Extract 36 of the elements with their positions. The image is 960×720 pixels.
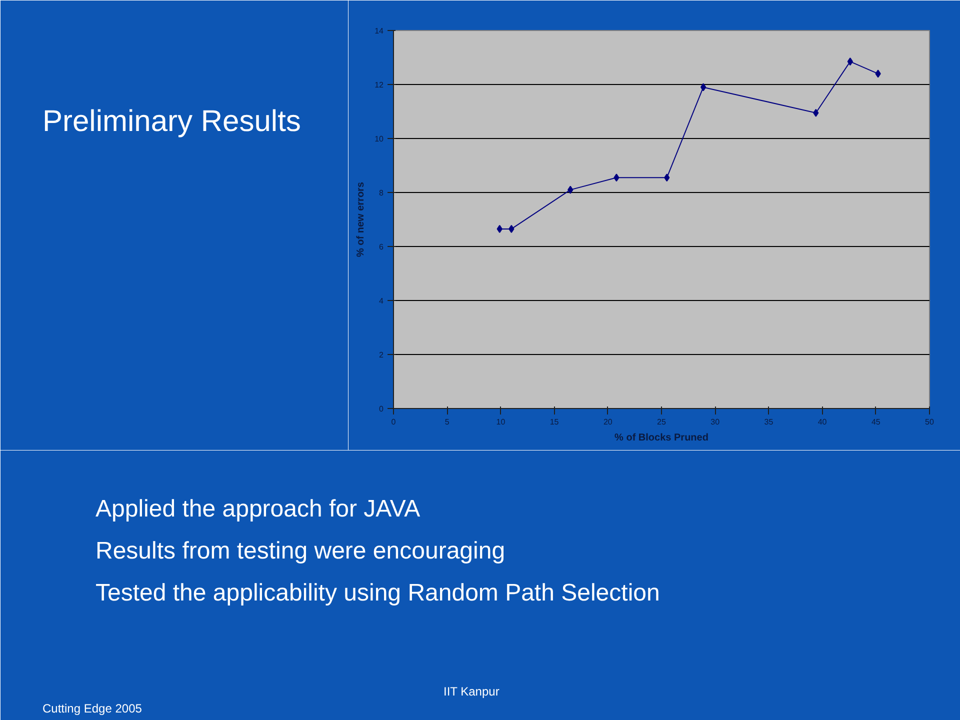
x-tick-label: 10	[496, 418, 506, 426]
x-tick-label: 40	[818, 418, 828, 426]
y-tick-label: 8	[379, 188, 384, 198]
x-tick-label: 20	[603, 418, 613, 426]
point	[664, 174, 670, 182]
y-tick-label: 4	[379, 296, 384, 306]
point	[847, 58, 854, 66]
y-tick-label: 0	[379, 404, 384, 414]
x-tick-label: 15	[550, 418, 560, 426]
x-axis-title: % of Blocks Pruned	[614, 432, 708, 444]
text: Tested the applicability using Random Path Selection	[96, 580, 660, 606]
y-axis-title: % of new errors	[356, 182, 367, 258]
x-tick-label: 50	[925, 418, 934, 426]
x-tick-label: 45	[871, 418, 881, 426]
text: IIT Kanpur	[444, 684, 500, 698]
y-tick-label: 12	[374, 80, 384, 90]
point	[614, 174, 620, 182]
x-tick-label: 5	[444, 418, 450, 426]
y-tick-label: 14	[374, 26, 384, 36]
x-tick-label: 35	[764, 418, 774, 426]
x-tick-label: 25	[657, 418, 666, 426]
point	[508, 224, 514, 233]
point	[813, 108, 819, 117]
point	[700, 83, 706, 92]
x-tick-label: 30	[710, 418, 720, 426]
text: Results from testing were encouraging	[96, 538, 506, 564]
point	[568, 186, 574, 194]
point	[496, 224, 502, 233]
y-tick-label: 6	[379, 242, 384, 252]
text: Cutting Edge 2005	[42, 702, 142, 716]
y-tick-label: 2	[379, 350, 384, 360]
y-tick-label: 10	[374, 134, 384, 144]
point	[875, 70, 881, 78]
text: Applied the approach for JAVA	[96, 496, 420, 522]
text: Preliminary Results	[42, 105, 301, 138]
x-tick-label: 0	[391, 418, 396, 426]
